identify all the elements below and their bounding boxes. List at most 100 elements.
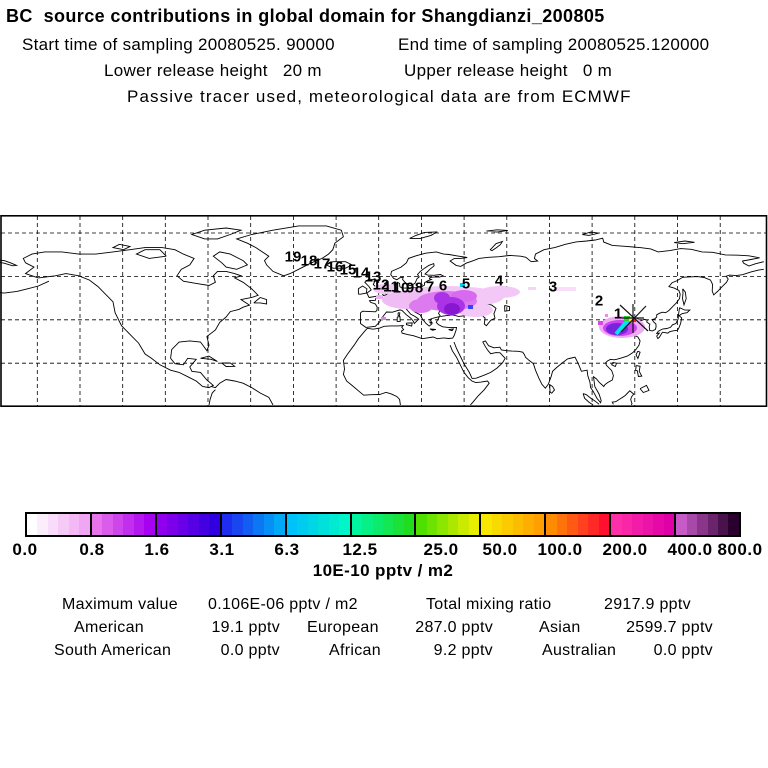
colorbar-segment xyxy=(544,514,610,535)
colorbar-step xyxy=(567,514,578,535)
colorbar-step xyxy=(588,514,599,535)
coastline xyxy=(448,328,455,332)
colorbar-tick-label: 6.3 xyxy=(274,540,300,559)
colorbar-step xyxy=(209,514,220,535)
coastline xyxy=(453,268,764,404)
coastline xyxy=(486,229,508,233)
coastline xyxy=(549,384,556,394)
coastline xyxy=(655,307,691,340)
colorbar-step xyxy=(416,514,427,535)
colorbar-tick-label: 12.5 xyxy=(342,540,378,559)
coastline xyxy=(449,345,490,406)
coastline xyxy=(212,251,249,270)
colorbar-tick-label: 400.0 xyxy=(667,540,713,559)
colorbar-tick-label: 3.1 xyxy=(209,540,235,559)
colorbar-step xyxy=(68,514,80,535)
coastline xyxy=(0,259,19,267)
coastline xyxy=(582,393,594,406)
coastline xyxy=(635,350,641,360)
colorbar-step xyxy=(177,514,189,535)
colorbar-step xyxy=(642,514,654,535)
colorbar-step xyxy=(318,514,329,535)
coastline xyxy=(111,243,132,251)
colorbar-tick-label: 100.0 xyxy=(537,540,583,559)
total-mixing-ratio-label: Total mixing ratio xyxy=(426,596,552,613)
coastline xyxy=(357,285,368,295)
colorbar-step xyxy=(533,514,545,535)
colorbar-unit-label: 10E-10 pptv / m2 xyxy=(312,561,454,580)
region-australian-value: 0.0 pptv xyxy=(653,642,713,659)
world-map xyxy=(0,215,768,407)
receptor-star-marker xyxy=(619,304,649,333)
colorbar-step xyxy=(156,514,168,535)
colorbar-step xyxy=(686,514,698,535)
colorbar-step xyxy=(372,514,383,535)
colorbar-step xyxy=(598,514,610,535)
coastline xyxy=(221,362,236,367)
colorbar-tick-label: 0.0 xyxy=(12,540,38,559)
colorbar-step xyxy=(58,514,69,535)
colorbar-step xyxy=(621,514,633,535)
colorbar-segment xyxy=(674,514,739,535)
coastline xyxy=(396,316,401,322)
colorbar-step xyxy=(437,514,448,535)
colorbar-step xyxy=(468,514,480,535)
colorbar-step xyxy=(447,514,459,535)
coastline xyxy=(397,312,401,317)
colorbar-step xyxy=(491,514,503,535)
tracer-note-text: Passive tracer used, meteorological data… xyxy=(127,87,632,106)
colorbar-step xyxy=(351,514,363,535)
colorbar xyxy=(25,512,741,537)
coastline xyxy=(611,390,635,406)
colorbar-step xyxy=(676,514,687,535)
colorbar-step xyxy=(274,514,285,535)
page-title: BC source contributions in global domain… xyxy=(6,6,605,26)
region-australian-label: Australian xyxy=(542,642,617,659)
start-time-text: Start time of sampling 20080525. 90000 xyxy=(22,35,335,54)
colorbar-step xyxy=(144,514,155,535)
coastline xyxy=(210,379,274,406)
colorbar-step xyxy=(47,514,59,535)
coastline xyxy=(635,365,643,377)
colorbar-step xyxy=(253,514,264,535)
plume-europe xyxy=(373,283,576,320)
coastline xyxy=(200,355,218,362)
colorbar-segment xyxy=(27,514,90,535)
colorbar-step xyxy=(263,514,275,535)
colorbar-step xyxy=(112,514,124,535)
coastline xyxy=(682,288,687,307)
coastline xyxy=(22,247,259,389)
colorbar-step xyxy=(339,514,350,535)
colorbar-step xyxy=(297,514,308,535)
colorbar-step xyxy=(232,514,243,535)
colorbar-segment xyxy=(154,514,220,535)
coastline xyxy=(208,389,216,405)
colorbar-tick-label: 50.0 xyxy=(482,540,518,559)
colorbar-step xyxy=(546,514,557,535)
colorbar-step xyxy=(133,514,145,535)
region-european-value: 287.0 pptv xyxy=(415,619,493,636)
map-frame xyxy=(0,215,768,407)
colorbar-tick-label: 200.0 xyxy=(602,540,648,559)
colorbar-segment xyxy=(219,514,285,535)
coastline xyxy=(639,384,650,394)
colorbar-step xyxy=(393,514,404,535)
coastline xyxy=(190,227,243,240)
colorbar-segment xyxy=(479,514,545,535)
colorbar-segment xyxy=(609,514,675,535)
end-time-text: End time of sampling 20080525.120000 xyxy=(398,35,710,54)
colorbar-step xyxy=(707,514,718,535)
colorbar-step xyxy=(221,514,233,535)
colorbar-step xyxy=(188,514,199,535)
upper-release-text: Upper release height 0 m xyxy=(404,61,613,80)
region-south-american-value: 0.0 pptv xyxy=(220,642,280,659)
colorbar-segment xyxy=(89,514,155,535)
colorbar-step xyxy=(167,514,178,535)
graticule-gridlines xyxy=(1,216,766,406)
region-south-american-label: South American xyxy=(54,642,172,659)
colorbar-segment xyxy=(349,514,415,535)
colorbar-tick-label: 800.0 xyxy=(717,540,763,559)
coastline xyxy=(582,231,599,236)
colorbar-step xyxy=(653,514,664,535)
region-european-label: European xyxy=(307,619,379,636)
